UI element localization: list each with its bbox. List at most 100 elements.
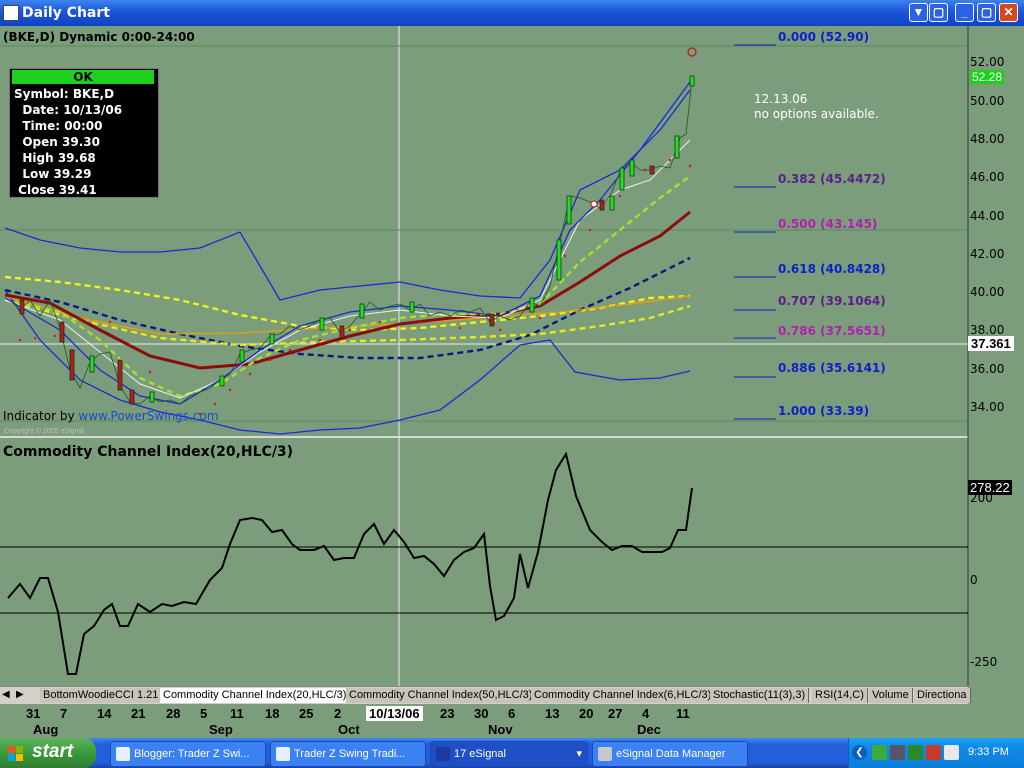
- date-tick: 14: [97, 706, 112, 721]
- bollinger-upper: [4, 89, 691, 301]
- date-tick: 11: [230, 706, 244, 721]
- green-dashed-ma: [4, 175, 691, 398]
- data-manager-icon: [598, 747, 612, 762]
- fib-level-0: 0.000 (52.90): [778, 30, 870, 44]
- task-esignal[interactable]: 17 eSignal ▾: [430, 741, 588, 767]
- cci-title: Commodity Channel Index(20,HLC/3): [3, 444, 294, 460]
- price-axis-label: 44.00: [970, 209, 1005, 223]
- red-ma: [4, 210, 691, 370]
- chart-area[interactable]: OK Symbol: BKE,D Date: 10/13/06 Time: 00…: [0, 26, 1024, 686]
- date-tick: 31: [26, 706, 41, 721]
- date-tick: 23: [440, 706, 455, 721]
- date-tick: 13: [545, 706, 560, 721]
- fib-level-0618: 0.618 (40.8428): [778, 262, 886, 276]
- date-tick: 20: [579, 706, 594, 721]
- cursor-price-label: 37.361: [968, 336, 1014, 351]
- month-label: Nov: [488, 722, 513, 737]
- tab-cci-6[interactable]: Commodity Channel Index(6,HLC/3): [531, 688, 716, 703]
- date-tick: 28: [166, 706, 181, 721]
- price-axis-label: 34.00: [970, 400, 1005, 414]
- last-price-badge: 52.28: [970, 70, 1005, 84]
- fib-level-0786: 0.786 (37.5651): [778, 324, 886, 338]
- tab-volume[interactable]: Volume: [869, 688, 913, 703]
- tab-scroll-left-icon[interactable]: ◀: [2, 689, 10, 700]
- task-label: Blogger: Trader Z Swi...: [134, 748, 250, 760]
- price-axis-label: 48.00: [970, 132, 1005, 146]
- group-dropdown-icon: ▾: [576, 748, 582, 760]
- status-ok[interactable]: OK: [12, 70, 154, 84]
- date-tick: 2: [334, 706, 342, 721]
- date-tick: 6: [508, 706, 516, 721]
- security-icon[interactable]: [908, 745, 923, 760]
- fib-level-0886: 0.886 (35.6141): [778, 361, 886, 375]
- date-tick: 27: [608, 706, 623, 721]
- tab-cci-50[interactable]: Commodity Channel Index(50,HLC/3): [346, 688, 537, 703]
- cci-line: [7, 451, 693, 675]
- minimize-button[interactable]: _: [955, 3, 974, 22]
- fib-level-0707: 0.707 (39.1064): [778, 294, 886, 308]
- tray-expand-icon[interactable]: ❮: [852, 745, 867, 760]
- tab-stochastic[interactable]: Stochastic(11(3),3): [710, 688, 810, 703]
- tab-rsi[interactable]: RSI(14,C): [812, 688, 868, 703]
- cursor-date-label: 10/13/06: [366, 706, 423, 721]
- copyright-text: Copyright © 2005 eSignal: [4, 428, 84, 435]
- blue-dashed-ma: [4, 256, 691, 360]
- task-blogger[interactable]: Blogger: Trader Z Swi...: [110, 741, 266, 767]
- network-icon[interactable]: [872, 745, 887, 760]
- maximize-button[interactable]: ▢: [977, 3, 996, 22]
- price-axis-label: 46.00: [970, 170, 1005, 184]
- clock: 9:33 PM: [968, 746, 1009, 758]
- chart-symbol-header: (BKE,D) Dynamic 0:00-24:00: [3, 30, 195, 44]
- tab-cci-20[interactable]: Commodity Channel Index(20,HLC/3): [160, 688, 351, 703]
- info-time: Time: 00:00: [14, 119, 103, 133]
- chart-app-icon[interactable]: [3, 5, 19, 21]
- credit-text: Indicator by: [3, 409, 79, 423]
- date-axis: 31 7 14 21 28 5 11 18 25 2 23 30 6 13 20…: [0, 704, 968, 740]
- note-date: 12.13.06: [754, 92, 808, 106]
- info-date: Date: 10/13/06: [14, 103, 123, 117]
- info-open: Open 39.30: [14, 135, 100, 149]
- date-tick: 30: [474, 706, 489, 721]
- fib-level-0382: 0.382 (45.4472): [778, 172, 886, 186]
- chart-note: 12.13.06 no options available.: [754, 92, 879, 122]
- white-ma: [4, 139, 691, 399]
- powerswings-link[interactable]: www.PowerSwings.com: [78, 409, 219, 423]
- close-button[interactable]: ✕: [999, 3, 1018, 22]
- info-close: Close 39.41: [14, 183, 97, 197]
- orange-ma: [4, 295, 691, 335]
- start-button[interactable]: start: [0, 738, 96, 768]
- date-tick: 5: [200, 706, 208, 721]
- month-label: Oct: [338, 722, 360, 737]
- data-window: OK Symbol: BKE,D Date: 10/13/06 Time: 00…: [9, 68, 159, 198]
- date-tick: 4: [642, 706, 650, 721]
- printer-icon[interactable]: [890, 745, 905, 760]
- task-label: 17 eSignal: [454, 748, 506, 760]
- tab-scroll-right-icon[interactable]: ▶: [16, 689, 24, 700]
- windows-logo-icon: [8, 746, 23, 761]
- yellow-dashed-ma-upper: [4, 275, 691, 332]
- task-data-manager[interactable]: eSignal Data Manager: [592, 741, 748, 767]
- tab-bottomwoodiecci[interactable]: BottomWoodieCCI 1.21: [40, 688, 163, 703]
- price-axis-label: 52.00: [970, 55, 1005, 69]
- restore-button[interactable]: ▢: [929, 3, 948, 22]
- tab-directional[interactable]: Directiona: [914, 688, 971, 703]
- fib-level-1000: 1.000 (33.39): [778, 404, 870, 418]
- candlesticks: [9, 75, 695, 405]
- price-axis-label: 36.00: [970, 362, 1005, 376]
- ie-icon: [276, 747, 290, 762]
- esignal-icon: [436, 747, 450, 762]
- volume-icon[interactable]: [944, 745, 959, 760]
- cci-axis-label: -250: [970, 655, 998, 669]
- date-tick: 25: [299, 706, 314, 721]
- chart-canvas[interactable]: [0, 26, 1024, 686]
- start-label: start: [32, 741, 74, 762]
- dropdown-button[interactable]: ▼: [909, 3, 928, 22]
- yellow-dashed-ma-lower: [4, 298, 691, 347]
- task-trader-z[interactable]: Trader Z Swing Tradi...: [270, 741, 426, 767]
- price-axis-label: 38.00: [970, 323, 1005, 337]
- date-tick: 21: [131, 706, 146, 721]
- date-tick: 18: [265, 706, 280, 721]
- price-axis-label: 40.00: [970, 285, 1005, 299]
- date-tick: 7: [60, 706, 68, 721]
- antivirus-icon[interactable]: [926, 745, 941, 760]
